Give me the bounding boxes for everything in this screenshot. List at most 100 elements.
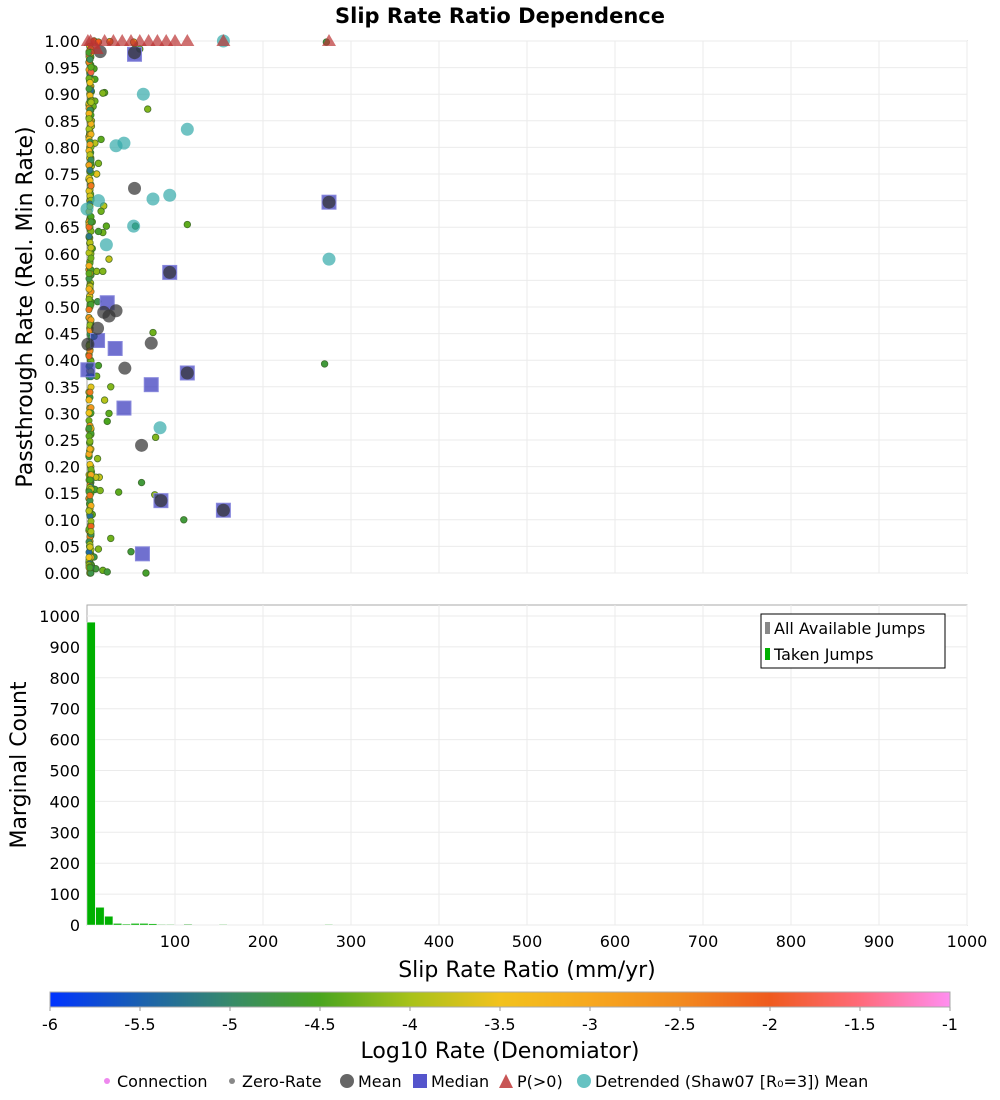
detrended-mean-marker [80, 202, 94, 216]
connection-point [94, 159, 103, 168]
connection-point [87, 528, 95, 536]
legend-label: Detrended (Shaw07 [R₀=3]) Mean [595, 1072, 868, 1091]
mean-marker [128, 181, 142, 195]
connection-point [320, 360, 329, 368]
connection-point [94, 361, 103, 370]
p-gt-0-marker [150, 34, 165, 46]
median-marker [80, 362, 96, 378]
median-marker [116, 400, 132, 416]
connection-point [86, 445, 94, 453]
connection-point [85, 262, 93, 270]
histogram-plot: 0 100 200 300 400 500 600 700 800 900 1000 100 200 3… [7, 604, 987, 983]
legend-square-icon [413, 1074, 427, 1088]
p-gt-0-marker [216, 34, 231, 46]
legend-label-all-available: All Available Jumps [774, 619, 925, 638]
connection-point [87, 63, 95, 71]
connection-point [114, 488, 123, 496]
colorbar-tick-label: -4.5 [304, 1015, 335, 1034]
histogram-y-tick-label: 600 [49, 731, 80, 750]
scatter-plot: 0.00 0.05 0.10 0.15 0.20 0.25 0.30 0.35 0.40 0.45… [13, 32, 968, 583]
legend-triangle-icon [499, 1074, 513, 1088]
connection-point [85, 306, 93, 314]
mean-marker [216, 503, 230, 517]
detrended-mean-marker [322, 252, 336, 266]
x-tick-label: 100 [160, 932, 191, 951]
histogram-y-tick-label: 200 [49, 854, 80, 873]
connection-point [86, 79, 94, 87]
colorbar-tick-label: -3.5 [484, 1015, 515, 1034]
histogram-bars [86, 621, 334, 926]
detrended-mean-marker [180, 122, 194, 136]
connection-point [142, 569, 150, 577]
x-tick-label: 600 [600, 932, 631, 951]
mean-marker [91, 321, 105, 335]
p-gt-0-marker [115, 34, 130, 46]
connection-point [85, 553, 93, 561]
histogram-y-tick-label: 500 [49, 762, 80, 781]
p-gt-0-marker [97, 34, 112, 46]
detrended-mean-marker [117, 136, 131, 150]
colorbar-tick-label: -3 [582, 1015, 598, 1034]
histogram-y-tick-label: 400 [49, 792, 80, 811]
connection-point [87, 218, 95, 226]
scatter-points [80, 34, 337, 577]
scatter-y-tick-label: 0.80 [44, 138, 80, 157]
scatter-y-axis-label: Passthrough Rate (Rel. Min Rate) [13, 126, 38, 487]
legend-label: Median [431, 1072, 489, 1091]
scatter-y-tick-label: 0.20 [44, 458, 80, 477]
histogram-bar-taken [218, 924, 228, 926]
connection-point [85, 507, 93, 515]
histogram-bar-taken [121, 923, 131, 926]
histogram-bar-taken [130, 923, 140, 926]
mean-marker [154, 494, 168, 508]
scatter-y-tick-label: 0.05 [44, 537, 80, 556]
scatter-y-tick-label: 0.60 [44, 245, 80, 264]
connection-point [86, 491, 94, 499]
legend-swatch-all-available [765, 622, 770, 634]
histogram-legend: All Available Jumps Taken Jumps [760, 613, 946, 669]
scatter-y-tick-label: 0.90 [44, 85, 80, 104]
colorbar: -6 -5.5 -5 -4.5 -4 -3.5 -3 -2.5 -2 -1.5 -1 Log10 R… [42, 991, 958, 1064]
histogram-bar-taken [324, 924, 334, 926]
histogram-y-axis-label: Marginal Count [7, 681, 32, 848]
connection-point [103, 417, 111, 426]
scatter-y-tick-label: 0.85 [44, 112, 80, 131]
scatter-y-tick-label: 0.25 [44, 431, 80, 450]
legend-circle-icon [577, 1074, 591, 1088]
connection-point [87, 98, 95, 106]
scatter-y-tick-label: 0.40 [44, 351, 80, 370]
scatter-y-tick-label: 0.75 [44, 165, 80, 184]
mean-marker [128, 46, 142, 60]
detrended-mean-marker [99, 238, 113, 252]
histogram-y-tick-label: 300 [49, 823, 80, 842]
scatter-legend: Connection Zero-Rate Mean Median P(>0) Detren… [104, 1072, 868, 1091]
connection-point [85, 424, 93, 432]
p-gt-0-marker [180, 34, 195, 46]
x-tick-label: 200 [248, 932, 279, 951]
mean-marker [144, 336, 158, 350]
legend-dot-icon [229, 1078, 235, 1084]
connection-point [100, 396, 109, 404]
median-marker [134, 546, 150, 562]
histogram-bar-taken [86, 621, 96, 926]
x-tick-label: 300 [336, 932, 367, 951]
scatter-y-tick-label: 0.45 [44, 325, 80, 344]
scatter-y-tick-label: 0.55 [44, 271, 80, 290]
p-gt-0-marker [124, 34, 138, 46]
scatter-y-tick-label: 1.00 [44, 32, 80, 51]
p-gt-0-marker [132, 34, 147, 46]
histogram-y-tick-label: 800 [49, 669, 80, 688]
connection-point [94, 227, 103, 236]
connection-point [127, 548, 135, 556]
mean-marker [135, 438, 149, 452]
connection-point [93, 454, 102, 463]
detrended-mean-marker [136, 87, 150, 101]
detrended-mean-marker [153, 421, 167, 435]
connection-point [85, 409, 93, 417]
mean-marker [118, 361, 132, 375]
scatter-y-tick-label: 0.35 [44, 378, 80, 397]
scatter-y-tick-label: 0.30 [44, 404, 80, 423]
x-tick-label: 500 [512, 932, 543, 951]
scatter-y-tick-label: 0.95 [44, 59, 80, 78]
colorbar-tick-label: -2 [762, 1015, 778, 1034]
